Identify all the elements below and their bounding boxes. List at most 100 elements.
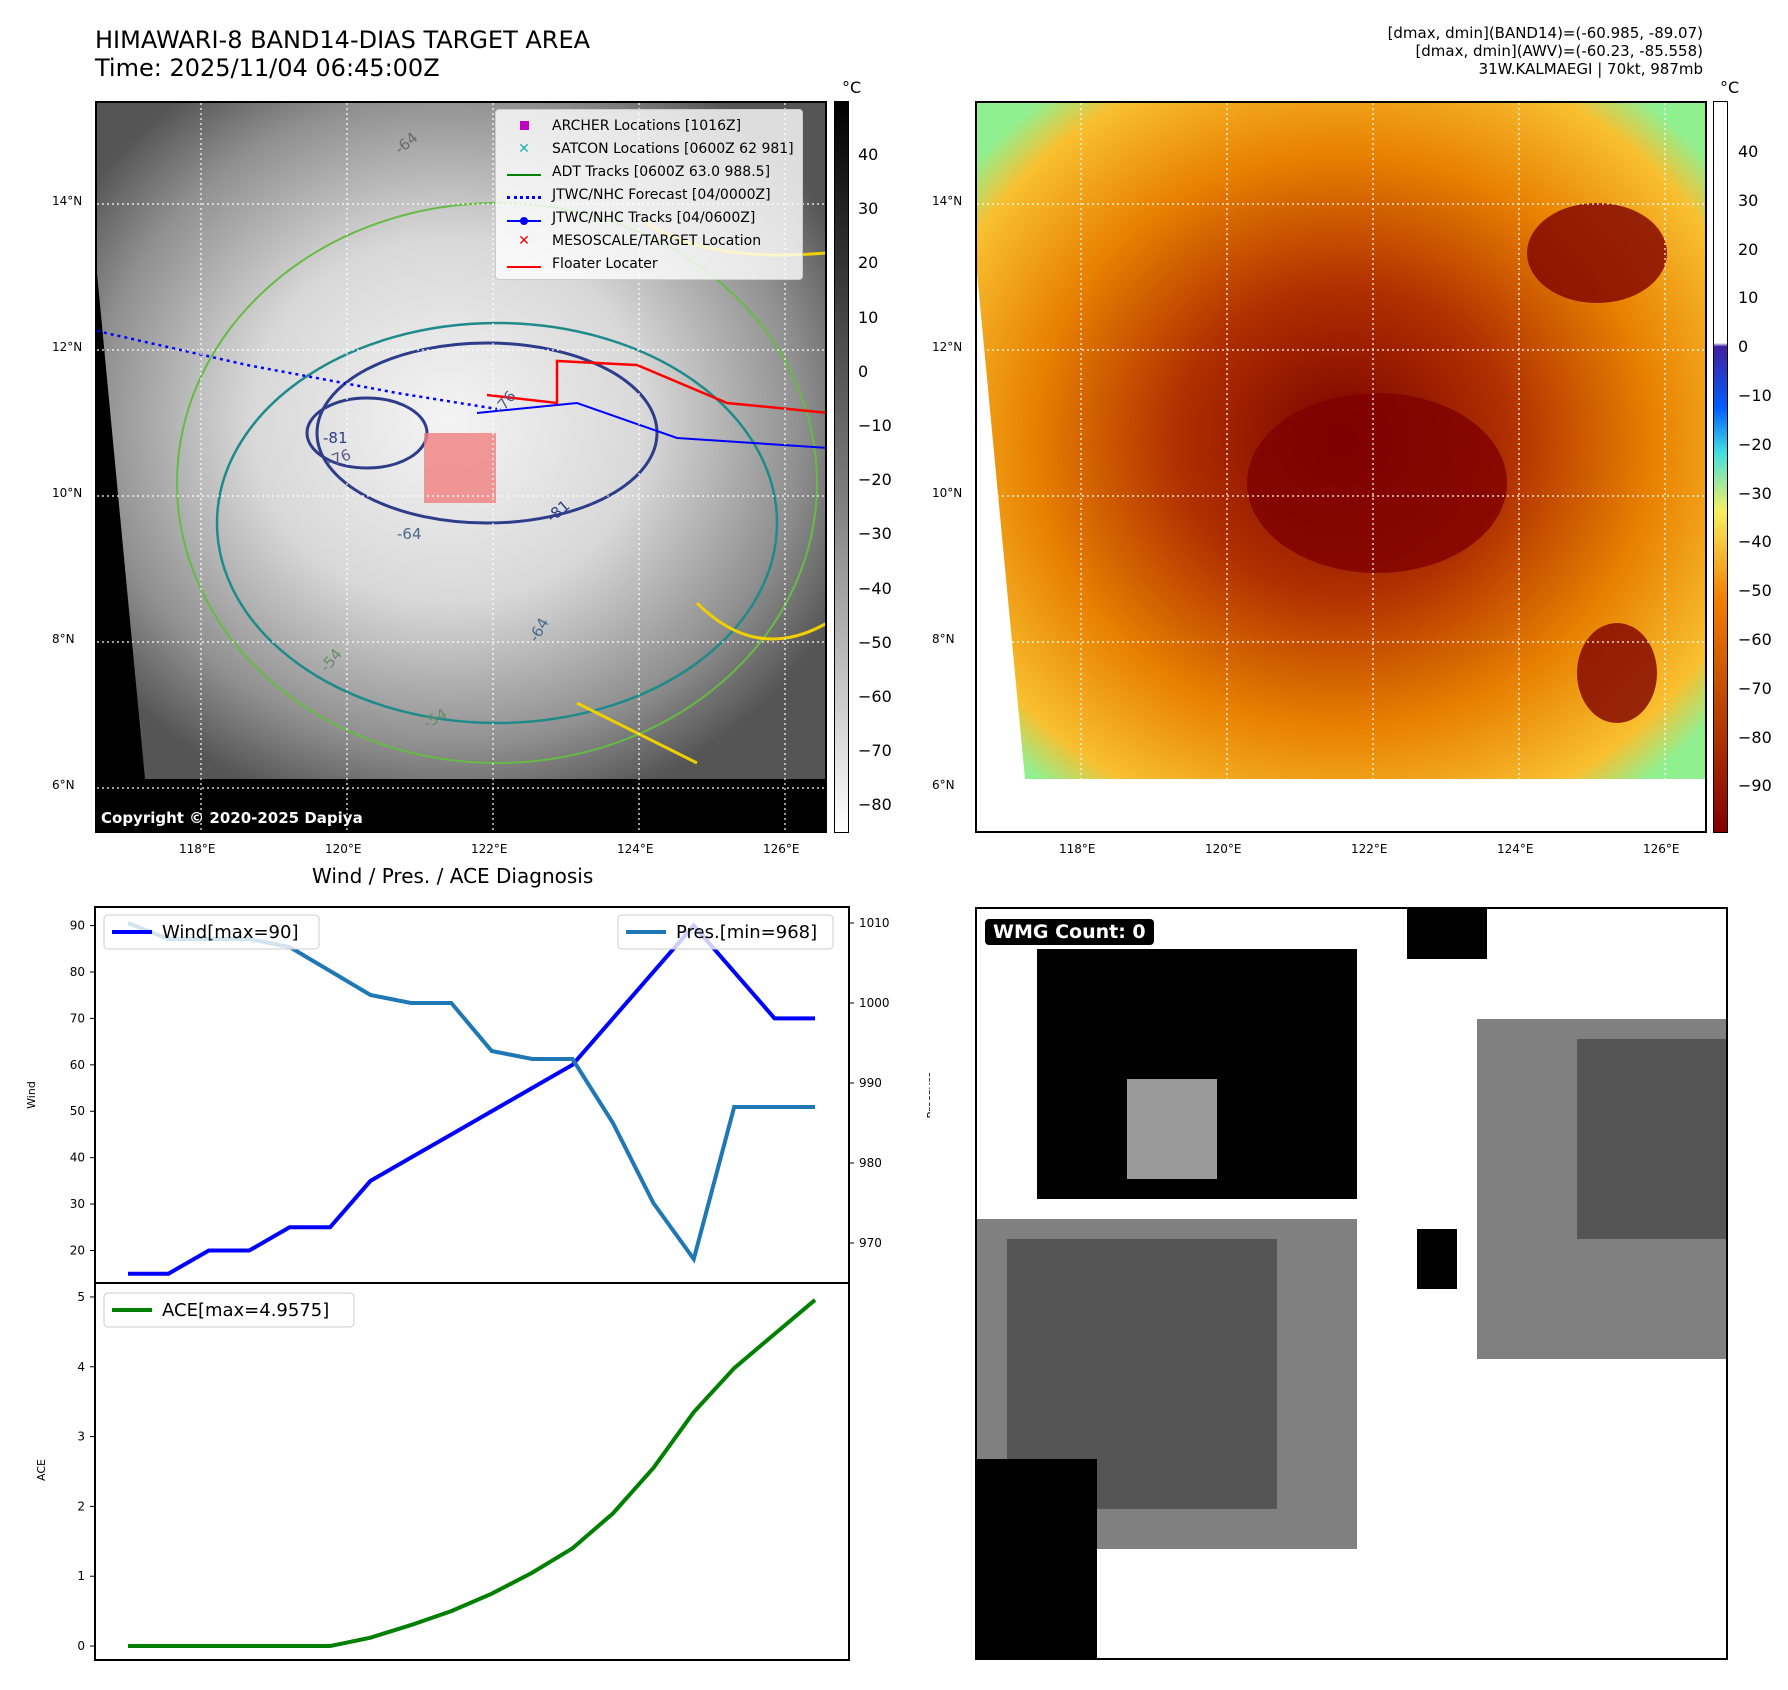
lat-label: 8°N [52,632,75,646]
lon-label: 122°E [471,842,508,856]
legend-label: Wind[max=90] [162,922,299,943]
lon-label: 122°E [1351,842,1388,856]
legend-item: ARCHER Locations [1016Z] [504,114,794,137]
colorbar-tick: −60 [858,687,892,706]
lat-label: 12°N [932,340,963,354]
wind-axis-label: Wind [25,1081,38,1109]
lat-label: 14°N [932,194,963,208]
pressure-line [127,921,815,1264]
colorbar-tick: 40 [858,145,879,164]
y-tick-label: 0 [77,1639,85,1653]
colorbar-tick: −60 [1738,630,1772,649]
colorbar-tick: −50 [858,632,892,652]
colorbar-tick: −70 [858,741,892,761]
y-tick-label: 1 [77,1569,85,1583]
legend-line-dot-icon [504,210,544,226]
wmg-panel: WMG Count: 0 [975,907,1728,1660]
y-tick-label: 50 [70,1104,85,1118]
wind-axes [94,906,850,1284]
legend-label: Pres.[min=968] [676,922,817,943]
legend-label: ADT Tracks [0600Z 63.0 988.5] [552,163,771,180]
time-line: Time: 2025/11/04 06:45:00Z [95,54,440,82]
colorbar-tick: −10 [1738,386,1772,405]
lat-label: 8°N [932,632,955,646]
title-line: HIMAWARI-8 BAND14-DIAS TARGET AREA [95,26,591,54]
awv-map [975,101,1707,833]
lat-label: 14°N [52,194,83,208]
ace-axis-label: ACE [35,1459,48,1481]
y2-tick-label: 980 [859,1156,882,1170]
colorbar-tick: −50 [1738,581,1772,601]
info-band14: [dmax, dmin](BAND14)=(-60.985, -89.07) [1387,24,1703,42]
y2-tick-label: 1000 [859,996,890,1010]
colorbar-tick: −30 [858,524,892,544]
colorbar-unit: °C [1720,78,1740,97]
legend-label: ARCHER Locations [1016Z] [552,117,742,134]
map-legend: ARCHER Locations [1016Z] ✕ SATCON Location… [495,109,803,280]
figure-title: HIMAWARI-8 BAND14-DIAS TARGET AREA Time:… [95,26,590,82]
colorbar-tick: −20 [1738,434,1772,454]
lon-label: 124°E [617,842,654,856]
lon-label: 120°E [325,842,362,856]
legend-label: ACE[max=4.9575] [162,1300,329,1321]
legend-line-icon [504,256,544,272]
colorbar-tick: 10 [1738,288,1759,308]
legend-square-icon [504,118,544,134]
chart-legend [103,914,320,950]
diagnosis-chart: 20 30 40 50 60 70 80 90 970 980 990 1000 1010 0 1 2 3 4 5 W… [25,906,930,1661]
chart-title: Wind / Pres. / ACE Diagnosis [312,864,594,888]
y-tick-label: 2 [77,1499,85,1513]
legend-item: ✕ MESOSCALE/TARGET Location [504,229,794,252]
colorbar-tick: 40 [1738,142,1759,161]
lat-label: 12°N [52,340,83,354]
ace-line [128,1298,817,1649]
wmg-image [977,909,1726,1658]
colorbar-tick: 30 [1738,190,1759,210]
legend-dotted-icon [504,187,544,203]
lat-label: 6°N [52,778,75,792]
chart-legend [617,914,834,950]
colorbar-tick: 0 [858,361,869,381]
legend-label: JTWC/NHC Forecast [04/0000Z] [552,186,771,203]
pressure-axis-label: Pressure [925,1071,930,1118]
colorbar-tick: −80 [858,795,892,815]
legend-item: ADT Tracks [0600Z 63.0 988.5] [504,160,794,183]
lon-label: 118°E [179,842,216,856]
ace-axes [94,1282,850,1661]
wmg-count-badge: WMG Count: 0 [985,919,1154,945]
lat-label: 6°N [932,778,955,792]
contour-label: -81 [323,429,348,447]
y-tick-label: 70 [70,1011,85,1025]
lon-label: 124°E [1497,842,1534,856]
legend-label: Floater Locater [552,255,658,272]
colorbar-tick: 20 [858,253,879,273]
colorbar-tick: −70 [1738,678,1772,698]
y2-tick-label: 990 [859,1076,882,1090]
lon-label: 120°E [1205,842,1242,856]
lat-label: 10°N [932,486,963,500]
lat-label: 10°N [52,486,83,500]
colorbar-tick: −10 [858,416,892,435]
legend-item: JTWC/NHC Tracks [04/0600Z] [504,206,794,229]
colorbar-tick: 20 [1738,239,1759,259]
y-tick-label: 4 [77,1360,85,1374]
colorbar-tick: 10 [858,307,879,327]
legend-label: MESOSCALE/TARGET Location [552,232,762,249]
lon-label: 126°E [763,842,800,856]
y-tick-label: 30 [70,1197,85,1211]
legend-x-icon: ✕ [518,232,530,249]
colorbar-unit: °C [842,78,862,97]
copyright-text: Copyright © 2020-2025 Dapiya [101,809,363,827]
legend-label: SATCON Locations [0600Z 62 981] [552,140,794,157]
legend-item: ✕ SATCON Locations [0600Z 62 981] [504,137,794,160]
ir-colorbar [834,101,849,833]
legend-item: JTWC/NHC Forecast [04/0000Z] [504,183,794,206]
info-storm: 31W.KALMAEGI | 70kt, 987mb [1478,60,1703,78]
legend-line-icon [504,164,544,180]
colorbar-tick: −20 [858,470,892,490]
colorbar-tick: 0 [1738,337,1749,357]
colorbar-tick: −90 [1738,776,1772,796]
y-tick-label: 20 [70,1244,85,1258]
y-tick-label: 90 [70,919,85,933]
